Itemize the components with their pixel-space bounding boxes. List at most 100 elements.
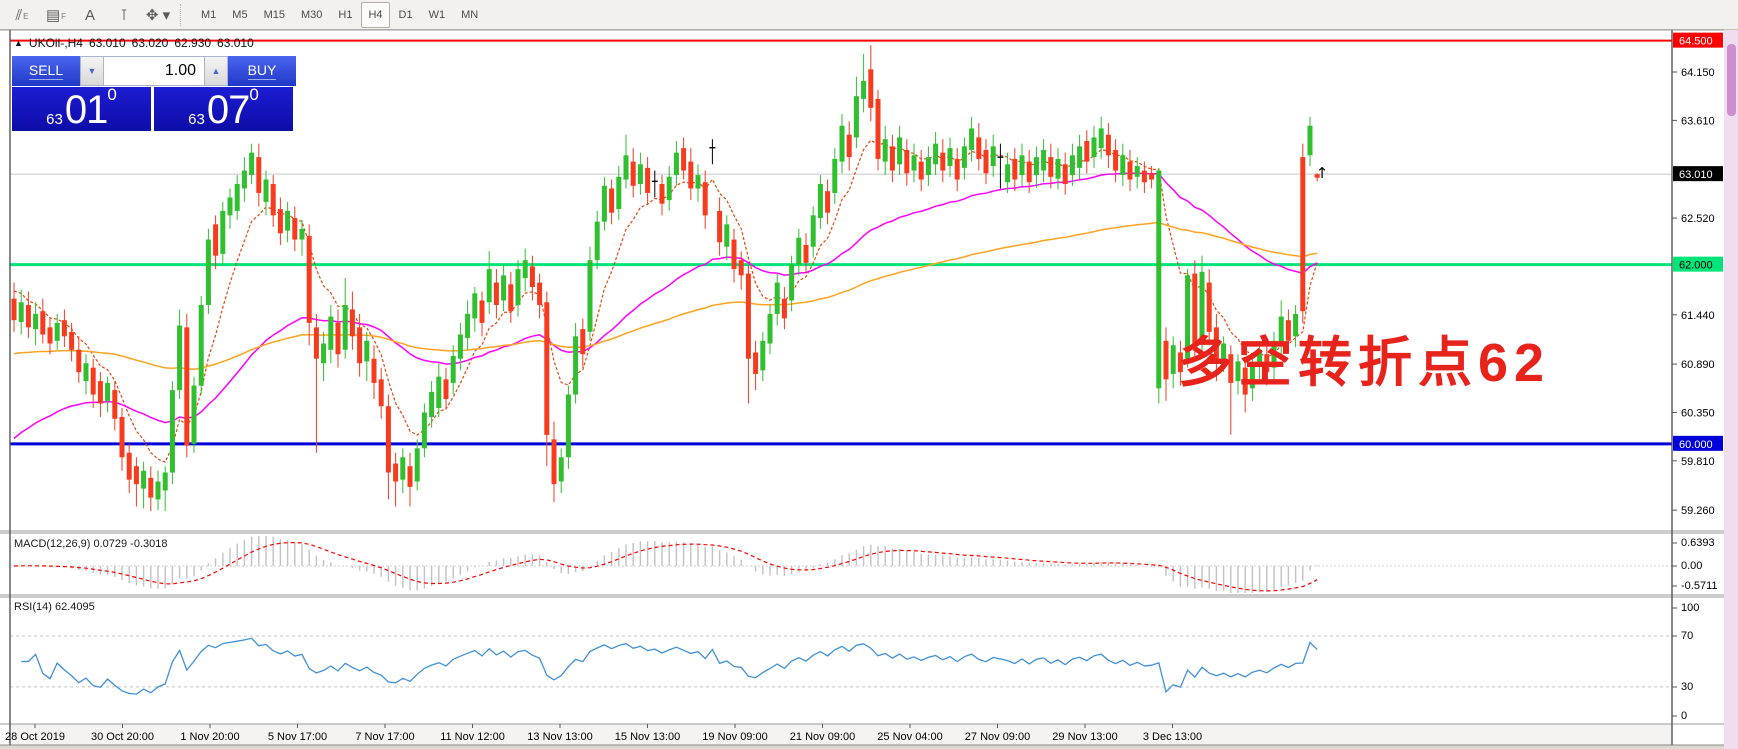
macd-name: MACD(12,26,9): [14, 538, 91, 550]
top-toolbar: ⫽ E ▤ F A ⊺ ✥ ▾ M1 M5 M15 M30 H1 H4 D1 W1 MN: [0, 0, 1738, 30]
price-badge-label: 60.000: [1679, 439, 1713, 451]
time-tick-label: 30 Oct 20:00: [91, 731, 154, 743]
price-tick-label: 61.440: [1681, 310, 1715, 322]
price-badge-62.000: [1673, 256, 1723, 272]
time-axis-strip[interactable]: [10, 724, 1672, 745]
time-tick-label: 11 Nov 12:00: [440, 731, 505, 743]
candles-layer: [11, 45, 1320, 512]
buy-price-point: 0: [249, 85, 259, 104]
volume-input[interactable]: 1.00: [104, 56, 204, 86]
volume-increase-button[interactable]: ▲: [204, 56, 228, 86]
toolbar-separator: [180, 3, 188, 26]
sell-price-pips: 01: [64, 88, 108, 132]
caret-up-icon: ▲: [211, 66, 221, 76]
price-badge-label: 64.500: [1679, 36, 1713, 48]
time-tick-label: 19 Nov 09:00: [702, 731, 767, 743]
tf-button-d1[interactable]: D1: [398, 8, 413, 21]
price-tick-label: 60.350: [1681, 407, 1715, 419]
buy-price-pips: 07: [206, 88, 250, 132]
chart-background: [0, 30, 1738, 749]
volume-stepper: ▼ 1.00 ▲: [80, 56, 228, 86]
tf-button-m30[interactable]: M30: [300, 8, 323, 21]
ohlc-low: 62.930: [174, 36, 212, 50]
price-badge-63.010: [1673, 166, 1723, 182]
time-tick-label: 7 Nov 17:00: [355, 731, 414, 743]
one-click-trading-panel: SELL ▼ 1.00 ▲ BUY 63 01 0 63 07 0: [12, 56, 296, 131]
time-tick-label: 21 Nov 09:00: [790, 731, 855, 743]
macd-scale-label: 0.00: [1681, 560, 1702, 572]
indicator-scales: 0.6393 0.00 -0.5711 100 70 30 0: [1672, 537, 1718, 722]
time-tick-label: 27 Nov 09:00: [965, 731, 1030, 743]
rsi-name: RSI(14): [14, 601, 52, 613]
rsi-line: [21, 637, 1318, 695]
sell-price-main: 63: [46, 111, 63, 128]
time-tick-label: 28 Oct 2019: [5, 731, 65, 743]
price-badge-label: 62.000: [1679, 260, 1713, 272]
time-axis[interactable]: 28 Oct 2019 30 Oct 20:00 1 Nov 20:00 5 Nov …: [5, 724, 1202, 743]
rsi-value: 62.4095: [54, 601, 95, 613]
price-badge-label: 63.010: [1679, 169, 1713, 181]
price-badge-60.000: [1673, 435, 1723, 451]
macd-histogram: [20, 536, 1318, 593]
ohlc-open: 63.010: [88, 36, 126, 50]
time-tick-label: 3 Dec 13:00: [1143, 731, 1202, 743]
time-tick-label: 29 Nov 13:00: [1052, 731, 1117, 743]
right-scrollbar-thumb[interactable]: [1727, 44, 1736, 116]
right-scrollbar-track[interactable]: [1724, 30, 1738, 749]
price-tick-label: 63.610: [1681, 115, 1715, 127]
tf-button-w1[interactable]: W1: [428, 8, 446, 21]
macd-values: 0.0729 -0.3018: [93, 538, 168, 550]
ma-mid-magenta: [13, 172, 1318, 440]
time-tick-label: 1 Nov 20:00: [180, 731, 239, 743]
text-label-tool-icon[interactable]: A: [84, 6, 95, 24]
rsi-scale-label: 70: [1681, 630, 1693, 642]
sell-price-display[interactable]: 63 01 0: [12, 86, 151, 132]
trade-arrow-up-icon[interactable]: ↑: [1316, 164, 1329, 182]
caret-down-icon: ▼: [87, 66, 97, 76]
time-tick-label: 5 Nov 17:00: [268, 731, 327, 743]
bottom-window-edge: [0, 745, 1738, 749]
time-tick-label: 15 Nov 13:00: [615, 731, 680, 743]
price-tick-label: 59.260: [1681, 505, 1715, 517]
fibo-grid-tool-icon[interactable]: ▤ F: [45, 6, 67, 24]
collapse-triangle-icon[interactable]: ▲: [14, 38, 23, 48]
buy-button[interactable]: BUY: [228, 56, 296, 86]
text-box-tool-icon[interactable]: ⊺: [120, 6, 128, 24]
chart-ohlc-header: ▲ UKOil-,H4 63.010 63.020 62.930 63.010: [14, 36, 254, 50]
cursor-tool-icon[interactable]: ✥ ▾: [145, 6, 171, 24]
time-tick-label: 25 Nov 04:00: [877, 731, 942, 743]
chinese-annotation-text: 多空转折点62: [1178, 333, 1551, 393]
ma-slow-orange: [13, 221, 1318, 370]
sell-button[interactable]: SELL: [12, 56, 80, 86]
volume-decrease-button[interactable]: ▼: [80, 56, 104, 86]
rsi-scale-label: 30: [1681, 681, 1693, 693]
price-badge-64.500: [1673, 32, 1723, 48]
ohlc-close: 63.010: [217, 36, 254, 50]
rsi-scale-label: 0: [1681, 710, 1687, 722]
tf-button-mn[interactable]: MN: [461, 8, 479, 21]
ohlc-high: 63.020: [131, 36, 169, 50]
price-tick-label: 64.150: [1681, 67, 1715, 79]
tf-button-h1[interactable]: H1: [338, 8, 353, 21]
macd-indicator-label: MACD(12,26,9) 0.0729 -0.3018: [14, 538, 168, 550]
buy-price-main: 63: [188, 111, 205, 128]
rsi-indicator-label: RSI(14) 62.4095: [14, 601, 95, 613]
price-tick-label: 62.520: [1681, 213, 1715, 225]
buy-button-label: BUY: [247, 62, 277, 80]
time-tick-label: 13 Nov 13:00: [527, 731, 592, 743]
tf-button-m1[interactable]: M1: [201, 8, 217, 21]
rsi-scale-label: 100: [1681, 602, 1699, 614]
price-tick-label: 60.890: [1681, 359, 1715, 371]
sell-button-label: SELL: [28, 62, 64, 80]
tf-button-m5[interactable]: M5: [232, 8, 248, 21]
price-tick-label: 59.810: [1681, 456, 1715, 468]
price-scale[interactable]: 64.150 63.610 62.520 61.440 60.890 60.350 59.8…: [1672, 32, 1723, 518]
macd-scale-label: 0.6393: [1681, 537, 1715, 549]
buy-price-display[interactable]: 63 07 0: [154, 85, 293, 132]
ma-fast-red: [13, 139, 1318, 463]
macd-scale-label: -0.5711: [1681, 580, 1718, 592]
pitchfork-tool-icon[interactable]: ⫽ E: [15, 6, 29, 24]
tf-button-m15[interactable]: M15: [263, 8, 285, 21]
tf-button-h4[interactable]: H4: [361, 1, 390, 28]
